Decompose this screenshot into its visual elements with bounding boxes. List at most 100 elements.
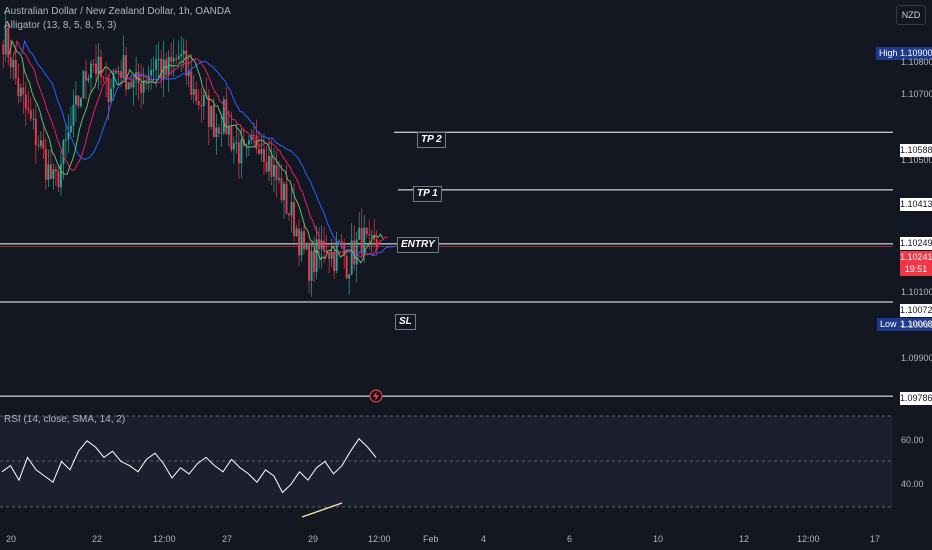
candle-body [77,95,80,107]
candle-body [350,240,353,275]
y-tick-label: 1.10700 [901,89,932,100]
candle-body [298,228,300,256]
candle-body [373,234,376,240]
candle-body [222,99,225,133]
candle-body [197,101,200,106]
candle-body [217,127,220,134]
candle-body [273,164,275,177]
candle-body [330,251,333,259]
candle-body [368,234,371,236]
flash-icon[interactable] [369,389,383,403]
candle-body [85,71,87,81]
sl-label: SL [395,314,416,330]
candle-body [132,80,135,88]
candle-body [285,183,288,214]
candle-body [117,71,120,73]
candle-body [32,118,35,120]
candle-body [360,227,363,255]
candle-body [97,56,100,75]
candle-body [210,105,213,127]
candle-body [290,202,293,216]
candle-body [87,78,90,81]
currency-button[interactable]: NZD [896,5,926,25]
candle-body [283,183,285,201]
candle-body [175,58,178,60]
candle-body [363,227,366,255]
symbol-title: Australian Dollar / New Zealand Dollar, … [4,6,231,17]
candle-body [95,63,97,75]
candle-body [177,56,180,60]
candle-body [140,83,143,93]
candle-body [74,95,77,105]
candle-body [315,239,318,272]
candle-body [34,118,37,146]
candle-body [268,155,270,172]
rsi-line [1,438,377,518]
sl-price-tag: 1.10072 [900,304,932,317]
candle-body [300,231,303,256]
x-tick-label: 12:00 [797,534,820,544]
candle-body [9,57,12,68]
candle-body [145,80,148,82]
candle-body [142,80,145,93]
candle-body [39,140,42,146]
candle-body [370,234,373,236]
candle-body [278,178,280,180]
y-tick-label: 1.10800 [901,56,932,67]
low-label: Low [877,318,900,331]
candle-body [195,89,198,102]
teeth-line [14,39,389,258]
candle-body [230,126,233,150]
rsi-pane [0,415,893,508]
x-tick-label: 27 [222,534,233,544]
alligator-lines [9,39,396,264]
candle-body [252,134,255,136]
y-tick-label: 1.09900 [901,352,932,363]
candle-body [270,155,273,177]
high-label: High [876,47,901,60]
candle-body [130,82,133,88]
candle-body [207,95,210,127]
current-price-tag: 1.10241 [900,251,932,264]
low-price-tag: 1.10068 [900,318,932,331]
candle-body [280,178,283,201]
candle-body [340,240,343,243]
rsi-divergence-line [301,502,343,518]
candle-body [37,145,40,147]
candle-body [125,55,128,90]
x-tick-label: 12:00 [153,534,176,544]
lips-line [9,39,384,264]
candle-body [7,27,10,58]
candle-body [255,135,258,149]
candle-body [227,126,230,135]
candle-body [112,72,115,89]
level-lines [0,131,893,397]
tp1-price-tag: 1.10413 [900,198,932,211]
x-tick-label: 17 [870,534,881,544]
y-tick-label: 1.10500 [901,155,932,166]
candle-body [160,58,163,79]
candle-body [47,164,50,180]
candle-body [187,71,190,76]
candle-body [82,71,85,99]
candle-body [220,132,223,134]
candle-body [215,127,218,138]
candle-body [72,104,75,126]
x-tick-label: 10 [653,534,664,544]
candle-body [310,250,313,281]
candle-body [338,240,341,242]
candle-body [275,164,278,180]
tp1-label: TP 1 [413,186,442,202]
candle-body [57,171,60,188]
candle-body [127,82,130,90]
candle-body [237,142,240,164]
candle-body [182,50,185,55]
high-price-tag: 1.10900 [900,47,932,60]
candle-body [192,89,195,95]
candle-body [335,241,338,272]
candle-body [17,78,20,97]
candle-body [150,69,153,76]
candle-body [355,239,358,265]
x-tick-label: 22 [92,534,103,544]
